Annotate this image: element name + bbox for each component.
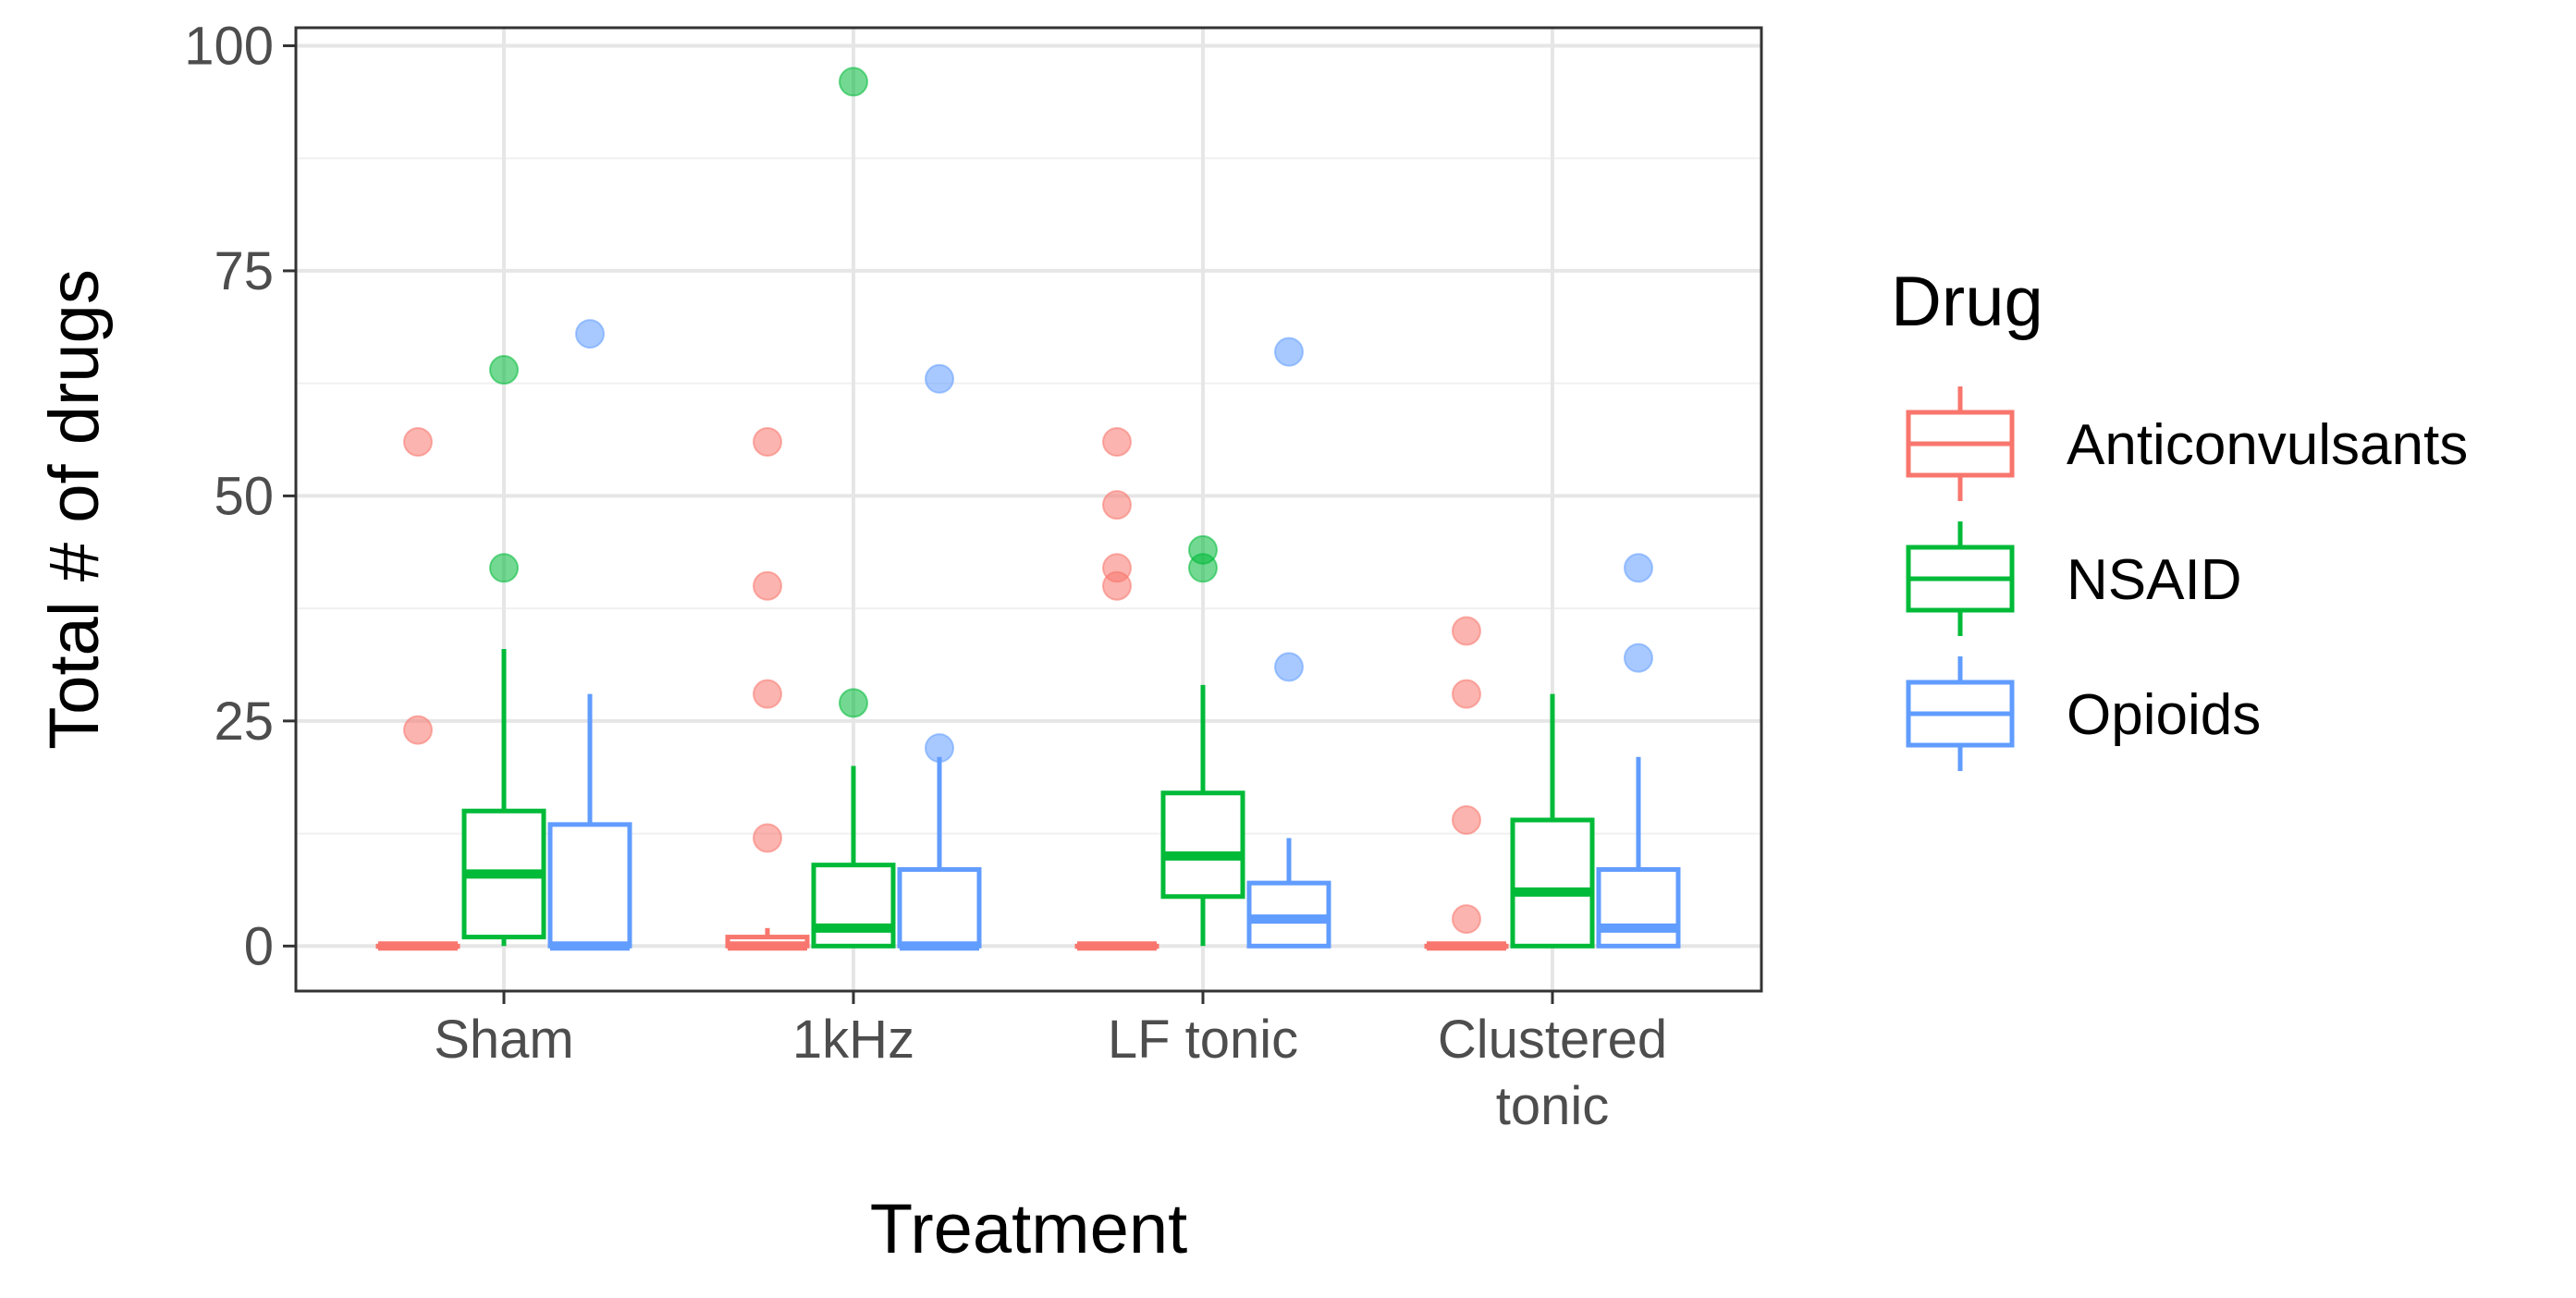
box-anticonvulsants-1 — [725, 426, 810, 951]
outlier-point — [753, 426, 782, 457]
x-tick-label-line: tonic — [1496, 1076, 1610, 1136]
axis-layer: 0 25 50 75 100 Sham 1kHz LF tonic Clustered tonic — [184, 16, 1667, 1136]
outlier-point — [839, 67, 868, 97]
outlier-point — [575, 319, 605, 349]
y-axis-title: Total # of drugs — [35, 269, 114, 750]
x-axis-title: Treatment — [870, 1190, 1188, 1268]
box-body — [897, 867, 982, 949]
box-anticonvulsants-0 — [375, 426, 460, 951]
box-nsaid-0 — [461, 355, 546, 947]
y-tick-label: 0 — [244, 916, 274, 976]
outlier-point — [403, 715, 433, 745]
outlier-point — [1274, 652, 1304, 682]
box-nsaid-3 — [1510, 693, 1595, 949]
outlier-point — [1452, 804, 1481, 835]
legend-item-nsaid: NSAID — [1906, 521, 2241, 636]
outlier-point — [753, 823, 782, 853]
legend-label: Anticonvulsants — [2067, 413, 2468, 477]
box-opioids-3 — [1596, 553, 1681, 949]
y-tick-label: 50 — [214, 466, 274, 526]
outlier-point — [489, 553, 519, 583]
box-body — [1596, 867, 1681, 949]
legend-label: NSAID — [2067, 548, 2241, 612]
legend-item-anticonvulsants: Anticonvulsants — [1906, 386, 2468, 501]
y-tick-label: 100 — [184, 16, 274, 76]
outlier-point — [1452, 616, 1481, 646]
legend-item-opioids: Opioids — [1906, 656, 2261, 771]
outlier-point — [1188, 534, 1218, 565]
outlier-point — [1452, 904, 1481, 935]
box-nsaid-2 — [1160, 534, 1245, 947]
outlier-point — [1274, 337, 1304, 367]
x-tick-label-line: Sham — [434, 1010, 574, 1070]
x-tick-label-line: LF tonic — [1108, 1010, 1298, 1070]
outlier-point — [925, 363, 954, 394]
box-opioids-1 — [897, 363, 982, 951]
y-tick-label: 75 — [214, 241, 274, 301]
legend-title: Drug — [1891, 263, 2043, 341]
box-opioids-2 — [1246, 337, 1331, 949]
outlier-point — [1452, 679, 1481, 709]
box-body — [547, 822, 632, 949]
outlier-point — [489, 355, 519, 386]
outlier-point — [753, 570, 782, 601]
box-body — [811, 863, 896, 949]
legend: Drug Anticonvulsants NSAID Opioids — [1891, 263, 2468, 771]
y-tick-label: 25 — [214, 692, 274, 752]
x-tick-label-line: Clustered — [1438, 1010, 1667, 1070]
x-tick-label: Clustered tonic — [1438, 1010, 1667, 1136]
outlier-point — [1102, 426, 1132, 457]
outlier-point — [1102, 490, 1132, 520]
box-body — [1160, 790, 1245, 900]
box-body — [1510, 817, 1595, 949]
outlier-point — [1624, 643, 1653, 673]
outlier-point — [1624, 553, 1653, 583]
box-nsaid-1 — [811, 67, 896, 949]
box-opioids-0 — [547, 319, 632, 951]
box-anticonvulsants-2 — [1074, 426, 1159, 951]
legend-label: Opioids — [2067, 683, 2261, 747]
box-anticonvulsants-3 — [1424, 616, 1509, 951]
x-tick-label: LF tonic — [1108, 1010, 1298, 1070]
box-layer — [375, 67, 1681, 951]
outlier-point — [753, 679, 782, 709]
x-tick-label: Sham — [434, 1010, 574, 1070]
plot-panel-border — [294, 26, 1763, 993]
x-tick-label-line: 1kHz — [792, 1010, 914, 1070]
outlier-point — [1102, 553, 1132, 583]
x-tick-label: 1kHz — [792, 1010, 914, 1070]
outlier-point — [403, 426, 433, 457]
outlier-point — [839, 688, 868, 718]
